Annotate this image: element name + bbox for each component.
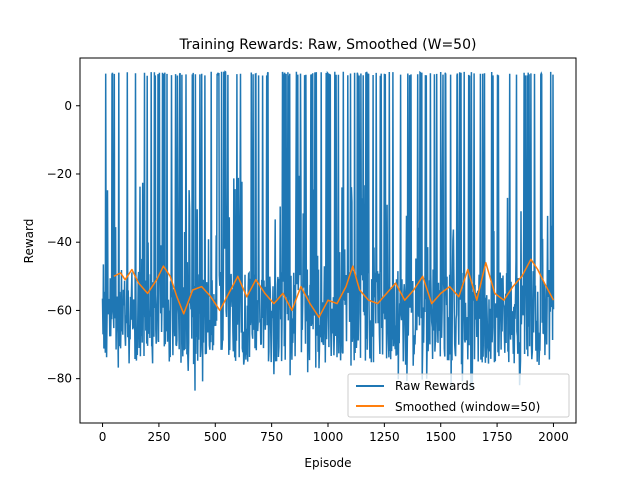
chart-title: Training Rewards: Raw, Smoothed (W=50) bbox=[179, 37, 477, 53]
legend-label-smoothed: Smoothed (window=50) bbox=[395, 400, 540, 414]
x-tick-label: 500 bbox=[204, 430, 227, 444]
x-ticks: 0 250 500 750 1000 1250 1500 1750 2000 bbox=[99, 423, 569, 444]
y-axis-title: Reward bbox=[22, 219, 36, 264]
series-line-raw-rewards bbox=[101, 70, 555, 391]
x-tick-label: 250 bbox=[147, 430, 170, 444]
legend: Raw Rewards Smoothed (window=50) bbox=[347, 373, 570, 418]
x-tick-label: 0 bbox=[99, 430, 107, 444]
series-layer bbox=[101, 70, 555, 391]
y-tick-label: −40 bbox=[47, 235, 72, 249]
legend-box bbox=[347, 373, 570, 418]
y-tick-label: 0 bbox=[64, 99, 72, 113]
x-axis-title: Episode bbox=[304, 456, 351, 470]
y-ticks: −80 −60 −40 −20 0 bbox=[47, 99, 80, 386]
y-tick-label: −60 bbox=[47, 303, 72, 317]
legend-label-raw: Raw Rewards bbox=[395, 379, 475, 393]
x-tick-label: 1000 bbox=[313, 430, 344, 444]
y-tick-label: −20 bbox=[47, 167, 72, 181]
x-tick-label: 1250 bbox=[369, 430, 400, 444]
x-tick-label: 750 bbox=[260, 430, 283, 444]
x-tick-label: 1500 bbox=[425, 430, 456, 444]
series-line-smoothed bbox=[113, 258, 555, 319]
y-tick-label: −80 bbox=[47, 372, 72, 386]
x-tick-label: 2000 bbox=[538, 430, 569, 444]
x-tick-label: 1750 bbox=[482, 430, 513, 444]
